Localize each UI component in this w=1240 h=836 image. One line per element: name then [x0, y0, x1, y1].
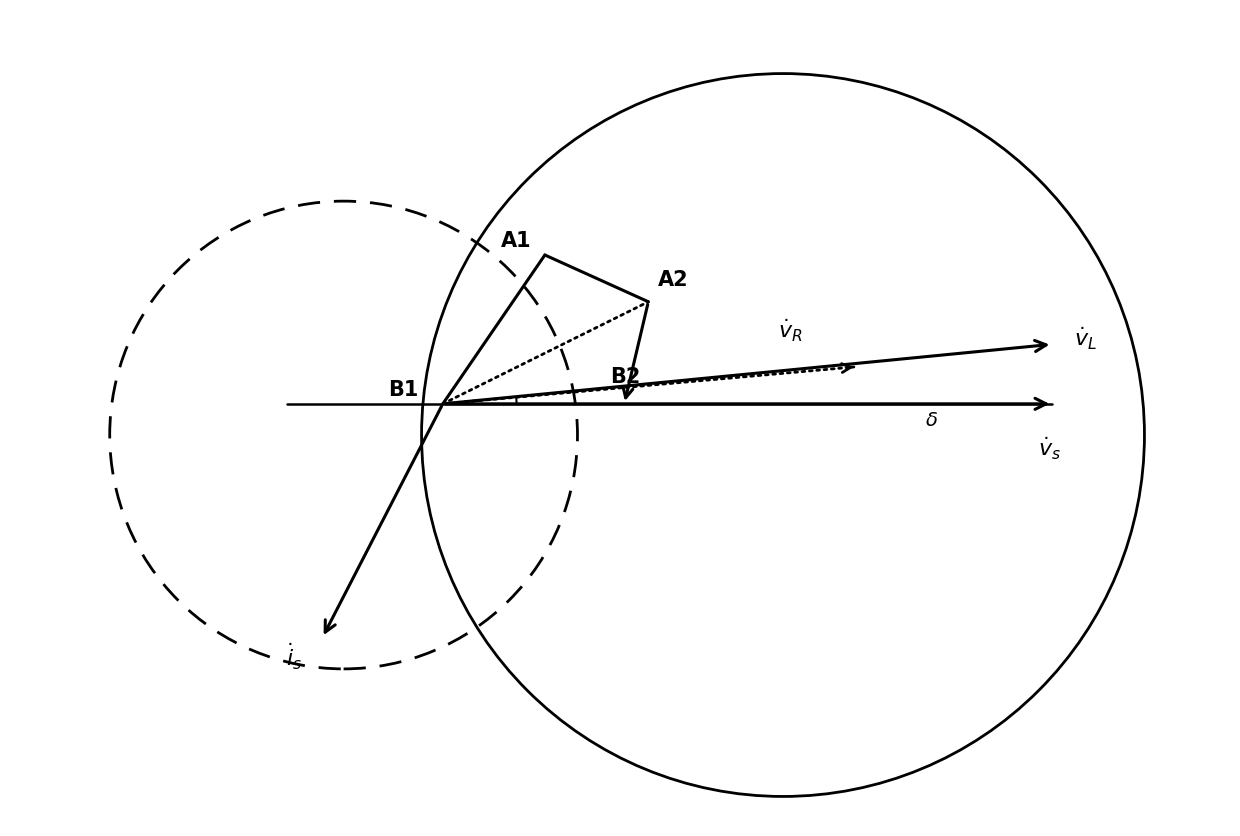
Text: B1: B1 — [388, 380, 418, 400]
Text: A1: A1 — [501, 231, 532, 251]
Text: A2: A2 — [658, 270, 689, 290]
Text: $\dot{v}_s$: $\dot{v}_s$ — [1038, 435, 1061, 461]
Text: B2: B2 — [610, 367, 640, 387]
Text: $\dot{i}_s$: $\dot{i}_s$ — [286, 642, 303, 672]
Text: $\dot{v}_L$: $\dot{v}_L$ — [1074, 325, 1096, 352]
Text: $\dot{v}_R$: $\dot{v}_R$ — [777, 318, 802, 344]
Text: $\delta$: $\delta$ — [925, 411, 939, 431]
